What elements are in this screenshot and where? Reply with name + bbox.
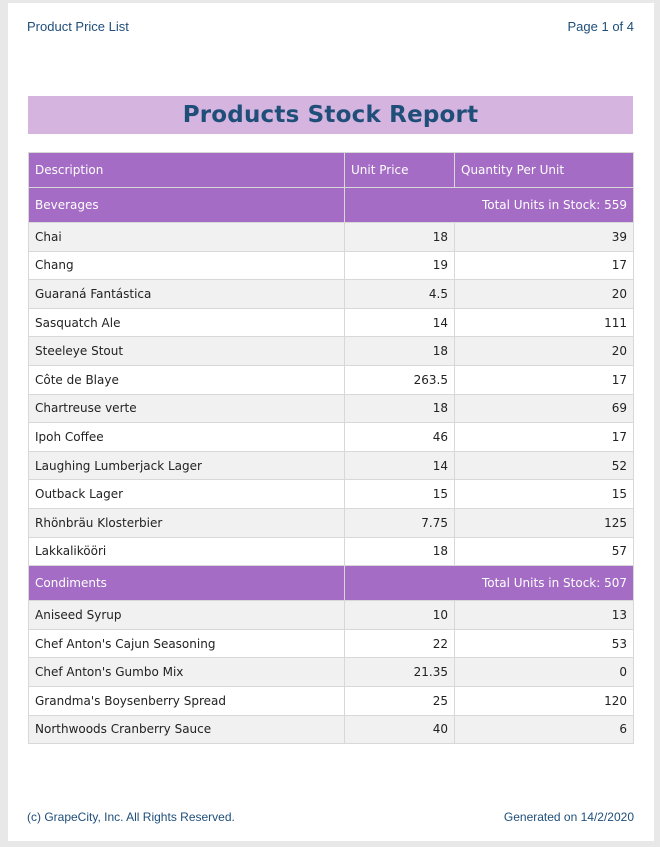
table-row: Lakkalikööri 18 57 xyxy=(28,536,634,567)
table-row: Côte de Blaye 263.5 17 xyxy=(28,364,634,395)
table-row: Chang 19 17 xyxy=(28,250,634,281)
product-description: Chef Anton's Gumbo Mix xyxy=(28,657,345,687)
quantity-per-unit: 120 xyxy=(454,685,634,716)
table-row: Chartreuse verte 18 69 xyxy=(28,393,634,424)
unit-price: 18 xyxy=(344,393,455,424)
unit-price: 40 xyxy=(344,714,455,745)
page-footer: (c) GrapeCity, Inc. All Rights Reserved.… xyxy=(27,810,634,828)
product-description: Steeleye Stout xyxy=(28,336,345,366)
group-name: Beverages xyxy=(28,187,345,223)
quantity-per-unit: 69 xyxy=(454,393,634,424)
group-total: Total Units in Stock: 507 xyxy=(344,565,634,602)
table-row: Chef Anton's Gumbo Mix 21.35 0 xyxy=(28,657,634,687)
table-row: Grandma's Boysenberry Spread 25 120 xyxy=(28,685,634,716)
quantity-per-unit: 53 xyxy=(454,628,634,659)
table-row: Steeleye Stout 18 20 xyxy=(28,336,634,366)
quantity-per-unit: 57 xyxy=(454,536,634,567)
product-description: Sasquatch Ale xyxy=(28,307,345,338)
product-description: Guaraná Fantástica xyxy=(28,279,345,309)
table-header-row: Description Unit Price Quantity Per Unit xyxy=(28,152,634,188)
quantity-per-unit: 20 xyxy=(454,336,634,366)
unit-price: 18 xyxy=(344,336,455,366)
table-row: Chef Anton's Cajun Seasoning 22 53 xyxy=(28,628,634,659)
table-row: Guaraná Fantástica 4.5 20 xyxy=(28,279,634,309)
unit-price: 14 xyxy=(344,307,455,338)
quantity-per-unit: 17 xyxy=(454,364,634,395)
table-row: Laughing Lumberjack Lager 14 52 xyxy=(28,450,634,481)
unit-price: 18 xyxy=(344,536,455,567)
unit-price: 15 xyxy=(344,479,455,509)
generated-date: Generated on 14/2/2020 xyxy=(503,810,634,824)
group-name: Condiments xyxy=(28,565,345,602)
table-body: Beverages Total Units in Stock: 559 Chai 18… xyxy=(28,187,634,745)
unit-price: 7.75 xyxy=(344,507,455,538)
product-description: Chai xyxy=(28,222,345,252)
product-description: Ipoh Coffee xyxy=(28,422,345,452)
product-description: Chang xyxy=(28,250,345,281)
group-header-row: Condiments Total Units in Stock: 507 xyxy=(28,565,634,602)
product-description: Lakkalikööri xyxy=(28,536,345,567)
product-description: Rhönbräu Klosterbier xyxy=(28,507,345,538)
unit-price: 22 xyxy=(344,628,455,659)
product-description: Côte de Blaye xyxy=(28,364,345,395)
page-header: Product Price List Page 1 of 4 xyxy=(27,19,634,37)
group-total: Total Units in Stock: 559 xyxy=(344,187,634,223)
table-row: Northwoods Cranberry Sauce 40 6 xyxy=(28,714,634,745)
unit-price: 46 xyxy=(344,422,455,452)
group-header-row: Beverages Total Units in Stock: 559 xyxy=(28,187,634,223)
product-description: Aniseed Syrup xyxy=(28,600,345,630)
quantity-per-unit: 39 xyxy=(454,222,634,252)
table-row: Aniseed Syrup 10 13 xyxy=(28,600,634,630)
unit-price: 263.5 xyxy=(344,364,455,395)
table-row: Ipoh Coffee 46 17 xyxy=(28,422,634,452)
page-header-title: Product Price List xyxy=(27,19,129,34)
table-row: Chai 18 39 xyxy=(28,222,634,252)
unit-price: 14 xyxy=(344,450,455,481)
table-row: Rhönbräu Klosterbier 7.75 125 xyxy=(28,507,634,538)
product-description: Outback Lager xyxy=(28,479,345,509)
copyright-text: (c) GrapeCity, Inc. All Rights Reserved. xyxy=(27,810,235,824)
product-description: Laughing Lumberjack Lager xyxy=(28,450,345,481)
quantity-per-unit: 15 xyxy=(454,479,634,509)
quantity-per-unit: 6 xyxy=(454,714,634,745)
unit-price: 4.5 xyxy=(344,279,455,309)
report-page: Product Price List Page 1 of 4 Products … xyxy=(8,3,654,841)
unit-price: 19 xyxy=(344,250,455,281)
unit-price: 25 xyxy=(344,685,455,716)
quantity-per-unit: 111 xyxy=(454,307,634,338)
table-row: Sasquatch Ale 14 111 xyxy=(28,307,634,338)
product-description: Grandma's Boysenberry Spread xyxy=(28,685,345,716)
quantity-per-unit: 0 xyxy=(454,657,634,687)
product-description: Northwoods Cranberry Sauce xyxy=(28,714,345,745)
quantity-per-unit: 52 xyxy=(454,450,634,481)
column-header-unit-price: Unit Price xyxy=(344,152,455,188)
unit-price: 18 xyxy=(344,222,455,252)
product-description: Chartreuse verte xyxy=(28,393,345,424)
product-description: Chef Anton's Cajun Seasoning xyxy=(28,628,345,659)
quantity-per-unit: 17 xyxy=(454,250,634,281)
page-number: Page 1 of 4 xyxy=(567,19,635,34)
unit-price: 21.35 xyxy=(344,657,455,687)
table-row: Outback Lager 15 15 xyxy=(28,479,634,509)
report-title: Products Stock Report xyxy=(28,96,633,134)
quantity-per-unit: 20 xyxy=(454,279,634,309)
quantity-per-unit: 17 xyxy=(454,422,634,452)
unit-price: 10 xyxy=(344,600,455,630)
column-header-quantity: Quantity Per Unit xyxy=(454,152,634,188)
stock-table: Description Unit Price Quantity Per Unit… xyxy=(28,152,634,745)
quantity-per-unit: 125 xyxy=(454,507,634,538)
quantity-per-unit: 13 xyxy=(454,600,634,630)
column-header-description: Description xyxy=(28,152,345,188)
